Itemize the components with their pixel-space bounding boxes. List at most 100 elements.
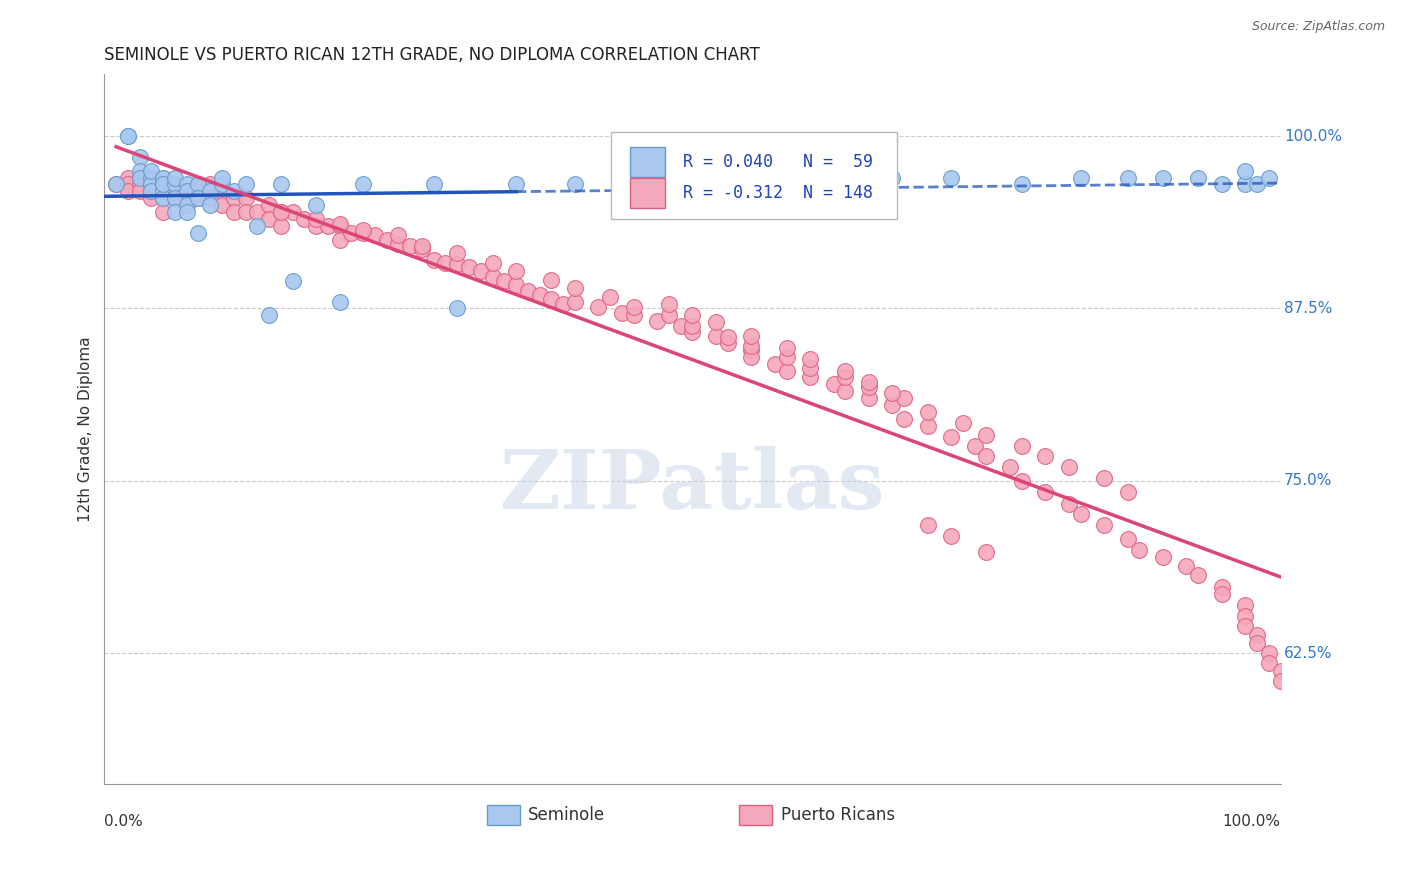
Point <box>470 264 492 278</box>
Point <box>1234 618 1257 632</box>
Point <box>858 375 880 389</box>
Point <box>163 178 186 192</box>
Point <box>200 178 222 192</box>
Point <box>458 260 481 274</box>
Point <box>1070 170 1092 185</box>
Point <box>481 256 503 270</box>
Point <box>763 357 786 371</box>
Point <box>422 253 444 268</box>
Point <box>1234 608 1257 623</box>
Text: Source: ZipAtlas.com: Source: ZipAtlas.com <box>1251 20 1385 33</box>
Point <box>176 198 198 212</box>
Point <box>446 257 468 271</box>
Point <box>1257 170 1279 185</box>
Point <box>316 219 339 233</box>
Point <box>799 352 821 367</box>
Point <box>775 350 797 364</box>
Point <box>799 360 821 375</box>
Point <box>292 211 315 226</box>
Point <box>717 335 740 350</box>
Point <box>1033 449 1056 463</box>
Point <box>187 191 209 205</box>
Point <box>211 198 233 212</box>
Point <box>976 449 998 463</box>
Point <box>882 170 904 185</box>
Point <box>163 170 186 185</box>
Point <box>105 178 128 192</box>
Point <box>1270 664 1292 678</box>
Point <box>1152 170 1174 185</box>
Point <box>1234 178 1257 192</box>
Point <box>329 294 352 309</box>
Point <box>858 391 880 405</box>
Point <box>882 385 904 400</box>
Point <box>281 205 304 219</box>
Point <box>222 191 245 205</box>
Point <box>176 205 198 219</box>
Point <box>1070 507 1092 521</box>
Point <box>105 178 128 192</box>
Point <box>645 314 668 328</box>
Point <box>564 281 586 295</box>
Point <box>270 219 292 233</box>
Point <box>270 178 292 192</box>
Point <box>893 411 915 425</box>
Point <box>246 219 269 233</box>
Point <box>658 309 681 323</box>
Point <box>141 191 163 205</box>
Point <box>681 309 703 323</box>
Point <box>1234 163 1257 178</box>
Point <box>623 309 645 323</box>
Point <box>422 178 444 192</box>
Point <box>152 170 174 185</box>
Point <box>1057 460 1080 475</box>
Point <box>1128 542 1150 557</box>
Point <box>163 184 186 198</box>
Point <box>141 184 163 198</box>
Point <box>176 184 198 198</box>
Point <box>329 218 352 232</box>
Point <box>117 129 139 144</box>
Point <box>281 274 304 288</box>
Point <box>882 398 904 412</box>
Point <box>1246 178 1268 192</box>
Point <box>952 416 974 430</box>
Point <box>163 191 186 205</box>
Point <box>564 178 586 192</box>
Point <box>411 239 433 253</box>
Point <box>1116 532 1139 546</box>
Point <box>446 301 468 316</box>
Point <box>141 163 163 178</box>
Point <box>176 191 198 205</box>
Point <box>1116 170 1139 185</box>
Point <box>141 184 163 198</box>
Text: R = 0.040   N =  59: R = 0.040 N = 59 <box>683 153 873 171</box>
Point <box>740 339 762 353</box>
Point <box>128 178 150 192</box>
Text: 100.0%: 100.0% <box>1223 814 1281 829</box>
Point <box>128 184 150 198</box>
Text: SEMINOLE VS PUERTO RICAN 12TH GRADE, NO DIPLOMA CORRELATION CHART: SEMINOLE VS PUERTO RICAN 12TH GRADE, NO … <box>104 46 761 64</box>
Point <box>375 233 398 247</box>
Point <box>799 170 821 185</box>
Point <box>799 370 821 384</box>
Point <box>446 246 468 260</box>
Point <box>187 178 209 192</box>
Point <box>399 239 422 253</box>
Text: Puerto Ricans: Puerto Ricans <box>780 806 894 824</box>
Point <box>176 178 198 192</box>
Point <box>1234 598 1257 612</box>
Point <box>858 380 880 394</box>
Point <box>658 297 681 311</box>
Point <box>998 460 1021 475</box>
Point <box>187 178 209 192</box>
Point <box>740 329 762 343</box>
Point <box>1116 484 1139 499</box>
Point <box>387 228 409 243</box>
Point <box>141 178 163 192</box>
Point <box>645 178 668 192</box>
Point <box>540 272 562 286</box>
Point <box>681 319 703 334</box>
Point <box>128 150 150 164</box>
FancyBboxPatch shape <box>612 132 897 219</box>
